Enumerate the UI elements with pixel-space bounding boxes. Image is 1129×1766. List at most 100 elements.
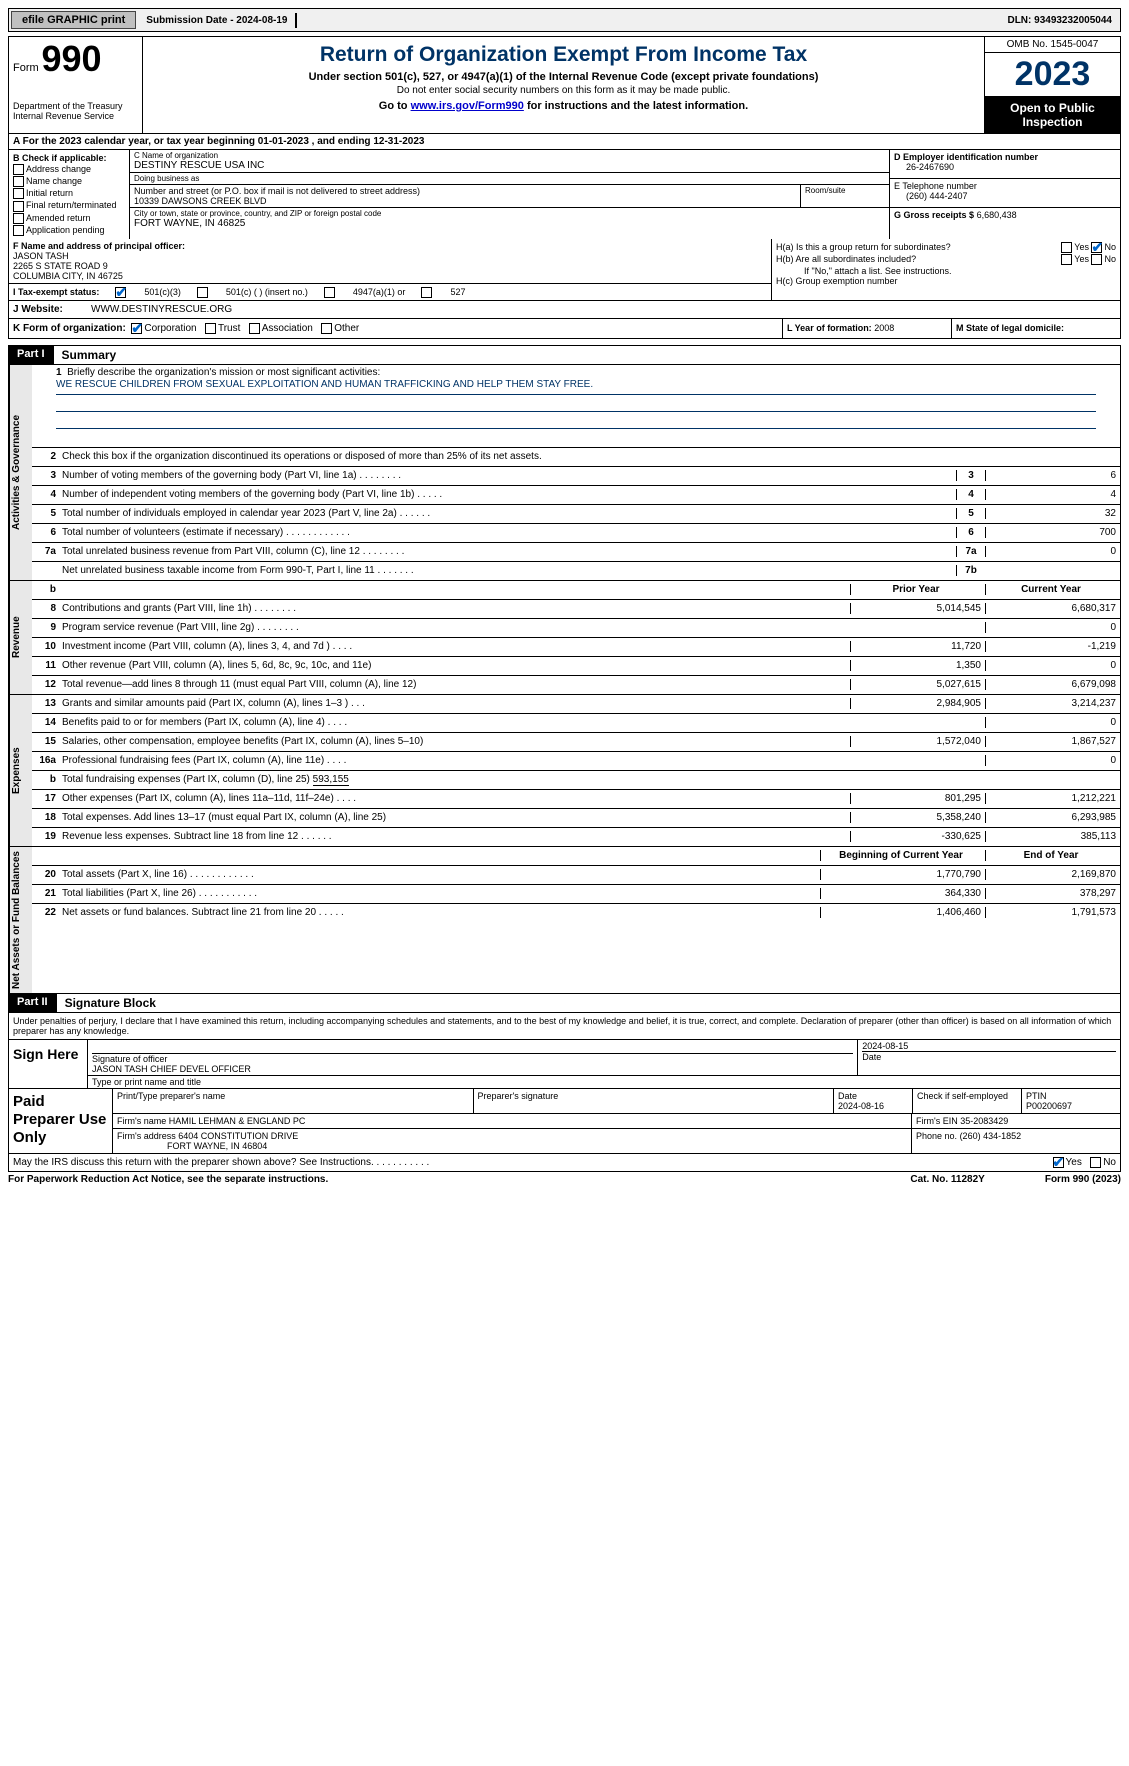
submission-date: Submission Date - 2024-08-19 — [138, 13, 297, 28]
net-e20: 2,169,870 — [985, 869, 1120, 880]
row-a-tax-year: A For the 2023 calendar year, or tax yea… — [8, 134, 1121, 150]
firm-ein: 35-2083429 — [960, 1116, 1008, 1126]
topbar: efile GRAPHIC print Submission Date - 20… — [8, 8, 1121, 32]
part2-header: Part II Signature Block — [8, 994, 1121, 1013]
chk-501c3[interactable] — [115, 287, 126, 298]
ha-yes[interactable] — [1061, 242, 1072, 253]
hb-no[interactable] — [1091, 254, 1102, 265]
net-b20: 1,770,790 — [820, 869, 985, 880]
officer-name-title: JASON TASH CHIEF DEVEL OFFICER — [92, 1064, 853, 1074]
firm-address: 6404 CONSTITUTION DRIVE — [178, 1131, 298, 1141]
chk-4947[interactable] — [324, 287, 335, 298]
penalties-statement: Under penalties of perjury, I declare th… — [8, 1013, 1121, 1040]
form-number: 990 — [41, 38, 101, 79]
summary-expenses: Expenses 13Grants and similar amounts pa… — [8, 695, 1121, 847]
end-year-hdr: End of Year — [985, 850, 1120, 861]
header-left: Form 990 Department of the Treasury Inte… — [9, 37, 143, 133]
sign-here-block: Sign Here Signature of officer JASON TAS… — [8, 1040, 1121, 1089]
rev-p10: 11,720 — [850, 641, 985, 652]
net-e21: 378,297 — [985, 888, 1120, 899]
rev-p12: 5,027,615 — [850, 679, 985, 690]
addr-label: Number and street (or P.O. box if mail i… — [134, 186, 796, 196]
chk-amended-return[interactable] — [13, 213, 24, 224]
val-line6: 700 — [985, 527, 1120, 538]
chk-initial-return[interactable] — [13, 188, 24, 199]
rev-p8: 5,014,545 — [850, 603, 985, 614]
room-suite-label: Room/suite — [800, 185, 889, 208]
rev-c10: -1,219 — [985, 641, 1120, 652]
form-of-organization: K Form of organization: Corporation Trus… — [9, 319, 782, 338]
summary-governance: Activities & Governance 1 Briefly descri… — [8, 365, 1121, 581]
footer-left: For Paperwork Reduction Act Notice, see … — [8, 1174, 328, 1185]
exp-p13: 2,984,905 — [850, 698, 985, 709]
open-to-public-badge: Open to Public Inspection — [985, 97, 1120, 133]
row-f-h: F Name and address of principal officer:… — [8, 239, 1121, 301]
exp-c18: 6,293,985 — [985, 812, 1120, 823]
chk-501c[interactable] — [197, 287, 208, 298]
dba-label: Doing business as — [134, 174, 885, 183]
val-line5: 32 — [985, 508, 1120, 519]
form990-link[interactable]: www.irs.gov/Form990 — [411, 100, 524, 112]
val-line3: 6 — [985, 470, 1120, 481]
footer-right: Form 990 (2023) — [1045, 1174, 1121, 1185]
ha-no[interactable] — [1091, 242, 1102, 253]
footer: For Paperwork Reduction Act Notice, see … — [8, 1174, 1121, 1185]
prior-year-hdr: Prior Year — [850, 584, 985, 595]
exp-p17: 801,295 — [850, 793, 985, 804]
year-formation: L Year of formation: 2008 — [782, 319, 951, 338]
phone-label: E Telephone number — [894, 181, 1116, 191]
chk-application-pending[interactable] — [13, 225, 24, 236]
exp-p19: -330,625 — [850, 831, 985, 842]
ein-value: 26-2467690 — [894, 162, 1116, 172]
hc-label: H(c) Group exemption number — [776, 276, 1116, 286]
rev-c8: 6,680,317 — [985, 603, 1120, 614]
tab-expenses: Expenses — [9, 695, 32, 846]
street-address: 10339 DAWSONS CREEK BLVD — [134, 196, 796, 206]
summary-revenue: Revenue bPrior YearCurrent Year 8Contrib… — [8, 581, 1121, 695]
exp-p15: 1,572,040 — [850, 736, 985, 747]
chk-final-return[interactable] — [13, 201, 24, 212]
net-b22: 1,406,460 — [820, 907, 985, 918]
summary-net-assets: Net Assets or Fund Balances Beginning of… — [8, 847, 1121, 994]
tab-revenue: Revenue — [9, 581, 32, 694]
header-center: Return of Organization Exempt From Incom… — [143, 37, 984, 133]
chk-association[interactable] — [249, 323, 260, 334]
efile-print-button[interactable]: efile GRAPHIC print — [11, 11, 136, 29]
type-name-label: Type or print name and title — [88, 1076, 1120, 1088]
paid-preparer-label: Paid Preparer Use Only — [9, 1089, 113, 1153]
row-j: J Website: WWW.DESTINYRESCUE.ORG — [8, 301, 1121, 319]
chk-trust[interactable] — [205, 323, 216, 334]
chk-other[interactable] — [321, 323, 332, 334]
exp-c14: 0 — [985, 717, 1120, 728]
discuss-no[interactable] — [1090, 1157, 1101, 1168]
sign-here-label: Sign Here — [9, 1040, 88, 1088]
discuss-yes[interactable] — [1053, 1157, 1064, 1168]
chk-address-change[interactable] — [13, 164, 24, 175]
state-domicile: M State of legal domicile: — [951, 319, 1120, 338]
ptin: P00200697 — [1026, 1101, 1072, 1111]
form-subtitle-2: Do not enter social security numbers on … — [147, 85, 980, 96]
form-title: Return of Organization Exempt From Incom… — [147, 43, 980, 67]
tax-exempt-label: I Tax-exempt status: — [13, 287, 99, 297]
chk-corporation[interactable] — [131, 323, 142, 334]
prep-sig-label: Preparer's signature — [474, 1089, 835, 1113]
fundraising-expenses: 593,155 — [313, 774, 349, 786]
exp-p18: 5,358,240 — [850, 812, 985, 823]
officer-addr2: COLUMBIA CITY, IN 46725 — [13, 271, 767, 281]
chk-name-change[interactable] — [13, 176, 24, 187]
begin-year-hdr: Beginning of Current Year — [820, 850, 985, 861]
part2-title: Signature Block — [56, 994, 1120, 1012]
rev-c12: 6,679,098 — [985, 679, 1120, 690]
exp-c19: 385,113 — [985, 831, 1120, 842]
part1-header: Part I Summary — [8, 345, 1121, 365]
hb-yes[interactable] — [1061, 254, 1072, 265]
chk-527[interactable] — [421, 287, 432, 298]
rev-c9: 0 — [985, 622, 1120, 633]
tax-year: 2023 — [985, 53, 1120, 97]
net-b21: 364,330 — [820, 888, 985, 899]
net-e22: 1,791,573 — [985, 907, 1120, 918]
website-value: WWW.DESTINYRESCUE.ORG — [91, 304, 232, 315]
exp-c13: 3,214,237 — [985, 698, 1120, 709]
officer-addr1: 2265 S STATE ROAD 9 — [13, 261, 767, 271]
gross-receipts-label: G Gross receipts $ — [894, 210, 974, 220]
